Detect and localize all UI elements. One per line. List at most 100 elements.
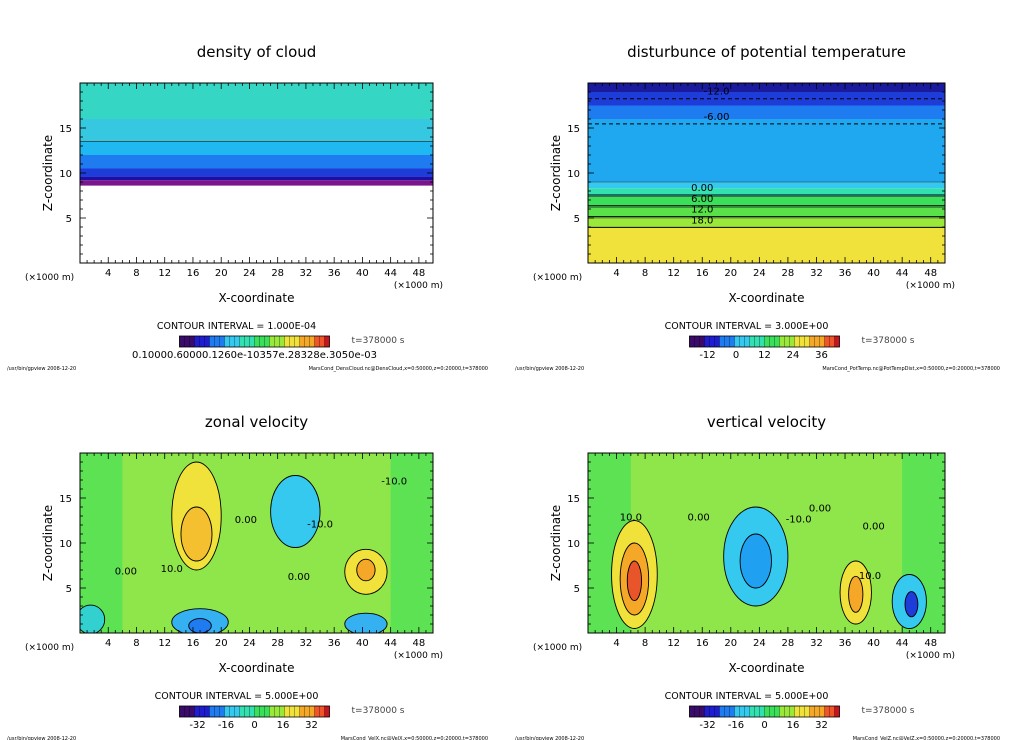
colorbar-swatch [694,706,700,717]
colorbar-swatch [704,706,710,717]
time-label: t=378000 s [352,706,405,716]
y-tick-label: 15 [59,124,72,135]
colorbar-swatch [214,706,220,717]
colorbar-swatch [689,706,695,717]
colorbar-swatch [184,706,190,717]
x-tick-label: 28 [271,268,284,279]
x-tick-label: 24 [243,268,256,279]
colorbar-swatch [779,336,785,347]
x-axis-label: X-coordinate [219,661,295,675]
x-tick-label: 44 [896,268,909,279]
contour-interval: CONTOUR INTERVAL = 5.000E+00 [665,691,829,702]
colorbar-swatch [724,336,730,347]
colorbar-tick-label: 0 [251,720,257,731]
colorbar-swatch [319,336,325,347]
footer-right: MarsCond_PotTemp.nc@PotTempDist,x=0:5000… [822,366,1000,372]
field-blob [356,559,376,581]
x-axis-label: X-coordinate [219,291,295,305]
chart-title: vertical velocity [707,413,826,431]
x-tick-label: 48 [924,268,937,279]
colorbar-swatch [814,336,820,347]
field-layer [588,188,945,197]
colorbar-swatch [249,336,255,347]
colorbar-swatch [774,336,780,347]
colorbar-swatch [244,336,250,347]
colorbar-swatch [824,706,830,717]
y-tick-label: 15 [59,494,72,505]
x-tick-label: 16 [696,638,709,649]
x-tick-label: 8 [642,638,648,649]
chart-title: disturbunce of potential temperature [627,43,906,61]
field-blob [80,605,105,633]
colorbar-swatch [194,336,200,347]
chart-title: zonal velocity [205,413,308,431]
contour-line [171,608,229,633]
colorbar-swatch [709,336,715,347]
colorbar: -32 -16 0 16 32 [179,705,330,731]
contour-label: 0.00 [115,567,137,578]
colorbar-swatch [699,706,705,717]
x-tick-label: 4 [613,268,619,279]
colorbar-swatch [199,706,205,717]
colorbar-swatch [234,336,240,347]
colorbar-swatch [294,706,300,717]
contour-line [171,461,222,571]
x-tick-label: 40 [356,268,369,279]
colorbar-swatch [814,706,820,717]
colorbar-swatch [734,706,740,717]
colorbar-tick-label: 32 [815,720,828,731]
colorbar-swatch [829,336,835,347]
x-tick-label: 32 [810,268,823,279]
colorbar-tick-label: 0 [733,350,739,361]
field-blob [344,613,388,633]
colorbar-swatch [749,336,755,347]
field-layer [80,168,433,177]
x-tick-label: 16 [187,268,200,279]
colorbar-swatch [724,706,730,717]
colorbar-swatch [799,336,805,347]
colorbar-swatch [734,336,740,347]
colorbar-swatch [254,336,260,347]
colorbar-swatch [249,706,255,717]
chart-title: density of cloud [197,43,317,61]
colorbar-swatch [319,706,325,717]
heatmap-field [80,83,433,263]
colorbar-swatch [819,706,825,717]
colorbar: 0.10000.60000.1260e-10357e.28328e.3050e-… [132,335,377,361]
colorbar-swatch [314,336,320,347]
y-tick-label: 10 [59,169,72,180]
colorbar-swatch [219,706,225,717]
contour-line [344,548,388,595]
y-tick-label: 5 [574,584,580,595]
colorbar-swatch [789,336,795,347]
colorbar-swatch [769,336,775,347]
y-tick-label: 15 [567,124,580,135]
colorbar-swatch [754,706,760,717]
field-layer [80,83,433,119]
y-unit-label: (×1000 m) [25,273,74,283]
colorbar-swatch [704,336,710,347]
colorbar-swatch [689,336,695,347]
colorbar-swatch [759,336,765,347]
colorbar-tick-label: 24 [787,350,800,361]
field-layer [588,196,945,208]
colorbar-swatch [239,336,245,347]
colorbar-swatch [224,336,230,347]
contour-label: 0.00 [235,515,257,526]
x-tick-label: 4 [105,268,111,279]
field-layer [588,83,945,92]
colorbar-swatch [719,336,725,347]
colorbar-swatch [179,706,185,717]
field-layer [588,105,945,119]
colorbar-swatch [179,336,185,347]
y-tick-label: 15 [567,494,580,505]
field-layer [588,218,945,227]
colorbar-tick-label: -16 [728,720,744,731]
colorbar-swatch [294,336,300,347]
x-tick-label: 44 [896,638,909,649]
colorbar-swatch [264,336,270,347]
x-tick-label: 12 [158,638,171,649]
